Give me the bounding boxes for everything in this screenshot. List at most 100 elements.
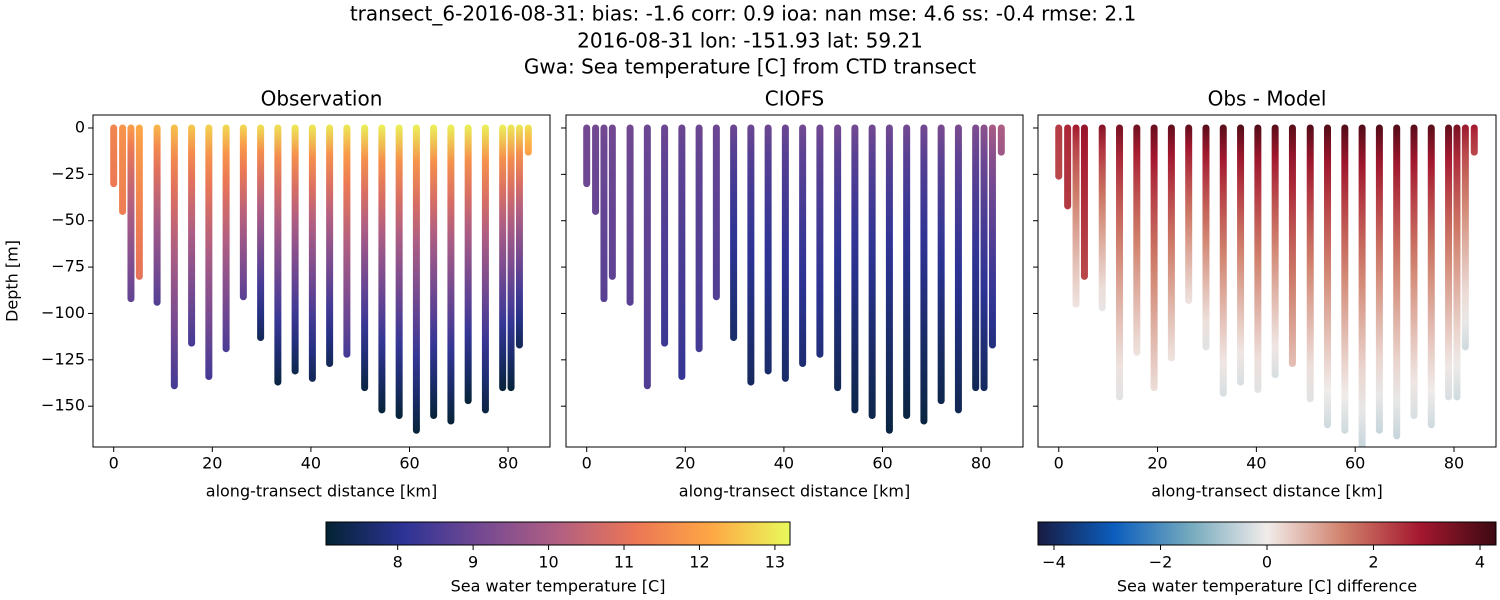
x-tick-label: 80 [1444,454,1464,473]
cast [464,124,472,405]
x-tick-label: 20 [675,454,695,473]
title-line: transect_6-2016-08-31: bias: -1.6 corr: … [350,2,1136,26]
cast [378,124,386,414]
cast [308,124,316,382]
cast [1470,124,1478,156]
x-tick-label: 0 [1054,454,1064,473]
cast [1427,124,1435,429]
axes-frame [565,114,1024,448]
cast [747,124,755,386]
cast [524,124,532,156]
cast [1167,124,1175,362]
cast [1133,124,1141,356]
y-tick-label: −125 [41,349,85,368]
cast [583,124,591,188]
colorbar-tick-label: 2 [1368,553,1378,572]
x-tick-label: 20 [1147,454,1167,473]
cast [412,124,420,434]
cast [834,124,842,392]
cast [343,124,351,358]
colorbar [1037,521,1497,546]
cast [600,124,608,303]
cast [661,124,669,347]
cast [954,124,962,414]
x-tick-label: 60 [399,454,419,473]
y-tick-label: −25 [51,164,85,183]
y-tick-label: 0 [75,117,85,136]
cast [1358,124,1366,447]
cast [730,124,738,342]
y-tick-label: −50 [51,210,85,229]
panel-title: Observation [261,87,383,111]
cast [1150,124,1158,392]
cast [712,124,720,301]
cast [695,124,703,353]
colorbar-tick-label: 10 [538,553,558,572]
cast [257,124,265,342]
cast [1375,124,1383,434]
cast [1271,124,1279,379]
axes-frame [1037,114,1497,448]
cast [1080,124,1088,280]
cast [1064,124,1072,210]
x-tick-label: 20 [202,454,222,473]
cast [1324,124,1332,429]
cast [1306,124,1314,403]
cast [1254,124,1262,394]
colorbar-tick-label: 13 [765,553,785,572]
cast [205,124,213,381]
cast [980,124,988,392]
cast [515,124,523,349]
cast [937,124,945,405]
cast [1116,124,1124,401]
x-axis-label: along-transect distance [km] [679,482,910,501]
cast [430,124,438,419]
cast [447,124,455,425]
axes-frame [92,114,551,448]
cast [1341,124,1349,434]
colorbar-tick-label: 4 [1475,553,1485,572]
cast [816,124,824,358]
cast [678,124,686,381]
cast [764,124,772,375]
cast [1237,124,1245,386]
colorbar-label: Sea water temperature [C] difference [1117,577,1417,596]
title-line: Gwa: Sea temperature [C] from CTD transe… [524,55,976,79]
y-axis-label: Depth [m] [3,240,22,322]
y-tick-label: −150 [41,396,85,415]
cast [481,124,489,414]
colorbar-tick-label: −4 [1042,553,1066,572]
x-tick-label: 0 [109,454,119,473]
cast [222,124,230,353]
colorbar-tick-label: 9 [468,553,478,572]
x-axis-label: along-transect distance [km] [206,482,437,501]
colorbar-tick-label: 11 [614,553,634,572]
cast [1072,124,1080,308]
cast [997,124,1005,156]
cast [361,124,369,392]
colorbar-tick-label: −2 [1149,553,1173,572]
cast [291,124,299,375]
cast [592,124,600,215]
cast [851,124,859,414]
cast [799,124,807,368]
cast [972,124,980,392]
cast [119,124,127,215]
cast [110,124,118,188]
x-tick-label: 0 [582,454,592,473]
panel-title: Obs - Model [1208,87,1327,111]
colorbar [325,521,791,546]
title-line: 2016-08-31 lon: -151.93 lat: 59.21 [577,29,923,53]
x-tick-label: 80 [971,454,991,473]
colorbar-tick-label: 8 [393,553,403,572]
y-tick-label: −75 [51,257,85,276]
cast [127,124,135,303]
cast [1453,124,1461,401]
cast [153,124,161,306]
casts [1055,124,1478,447]
cast [1288,124,1296,368]
cast [1461,124,1469,351]
cast [135,124,143,280]
cast [1185,124,1193,304]
